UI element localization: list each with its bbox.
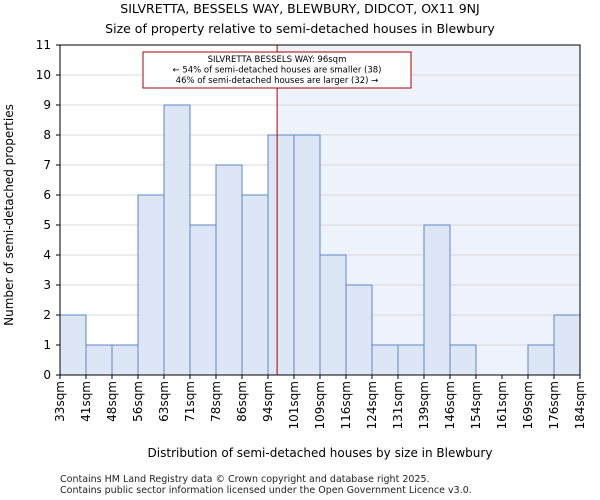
- x-axis-label: Distribution of semi-detached houses by …: [148, 446, 493, 460]
- x-tick-label: 131sqm: [391, 381, 405, 429]
- bar: [553, 314, 581, 376]
- x-tick-label: 124sqm: [365, 381, 379, 429]
- y-tick-label: 6: [43, 188, 51, 202]
- annotation-line: ← 54% of semi-detached houses are smalle…: [173, 66, 382, 76]
- x-tick-label: 71sqm: [183, 381, 197, 422]
- footer-copyright: Contains HM Land Registry data © Crown c…: [60, 474, 430, 485]
- x-tick-label: 101sqm: [287, 381, 301, 429]
- x-tick-label: 184sqm: [573, 381, 587, 429]
- x-tick-label: 33sqm: [53, 381, 67, 422]
- bar: [397, 344, 425, 376]
- chart-title: SILVRETTA, BESSELS WAY, BLEWBURY, DIDCOT…: [120, 1, 479, 16]
- x-tick-label: 78sqm: [209, 381, 223, 422]
- y-tick-label: 11: [36, 38, 51, 52]
- x-tick-label: 94sqm: [261, 381, 275, 422]
- x-tick-label: 86sqm: [235, 381, 249, 422]
- y-tick-label: 1: [43, 338, 51, 352]
- x-tick-label: 169sqm: [521, 381, 535, 429]
- bar: [319, 254, 347, 376]
- y-tick-label: 5: [43, 218, 51, 232]
- x-tick-label: 139sqm: [417, 381, 431, 429]
- chart-subtitle: Size of property relative to semi-detach…: [105, 21, 495, 36]
- y-tick-label: 9: [43, 98, 51, 112]
- bar: [423, 224, 451, 376]
- bar: [85, 344, 113, 376]
- y-tick-label: 10: [36, 68, 51, 82]
- annotation-line: 46% of semi-detached houses are larger (…: [176, 76, 379, 86]
- x-tick-label: 48sqm: [105, 381, 119, 422]
- x-tick-label: 154sqm: [469, 381, 483, 429]
- x-tick-label: 116sqm: [339, 381, 353, 429]
- x-tick-label: 56sqm: [131, 381, 145, 422]
- y-axis-label: Number of semi-detached properties: [2, 104, 16, 326]
- bar: [59, 314, 87, 376]
- y-tick-label: 0: [43, 368, 51, 382]
- bar: [189, 224, 217, 376]
- bar: [137, 194, 165, 376]
- bar: [293, 134, 321, 376]
- x-tick-label: 146sqm: [443, 381, 457, 429]
- bar: [345, 284, 373, 376]
- bar: [527, 344, 555, 376]
- y-tick-label: 2: [43, 308, 51, 322]
- x-tick-label: 109sqm: [313, 381, 327, 429]
- x-tick-label: 41sqm: [79, 381, 93, 422]
- annotation-line: SILVRETTA BESSELS WAY: 96sqm: [208, 55, 347, 65]
- bar: [111, 344, 139, 376]
- bar: [371, 344, 399, 376]
- bar: [163, 104, 191, 376]
- y-tick-label: 4: [43, 248, 51, 262]
- bar: [215, 164, 243, 376]
- x-tick-label: 161sqm: [495, 381, 509, 429]
- y-tick-label: 8: [43, 128, 51, 142]
- x-tick-label: 176sqm: [547, 381, 561, 429]
- footer-licence: Contains public sector information licen…: [60, 485, 472, 496]
- plot-area: 0 1 2 3 4 5 6 7 8 9 10 11 33sqm 41sqm 48sqm 56sqm 63sqm 7…: [36, 38, 587, 429]
- annotation-box: [142, 51, 412, 89]
- y-tick-label: 3: [43, 278, 51, 292]
- bar: [241, 194, 269, 376]
- x-tick-label: 63sqm: [157, 381, 171, 422]
- bar: [267, 134, 295, 376]
- y-tick-label: 7: [43, 158, 51, 172]
- bar: [449, 344, 477, 376]
